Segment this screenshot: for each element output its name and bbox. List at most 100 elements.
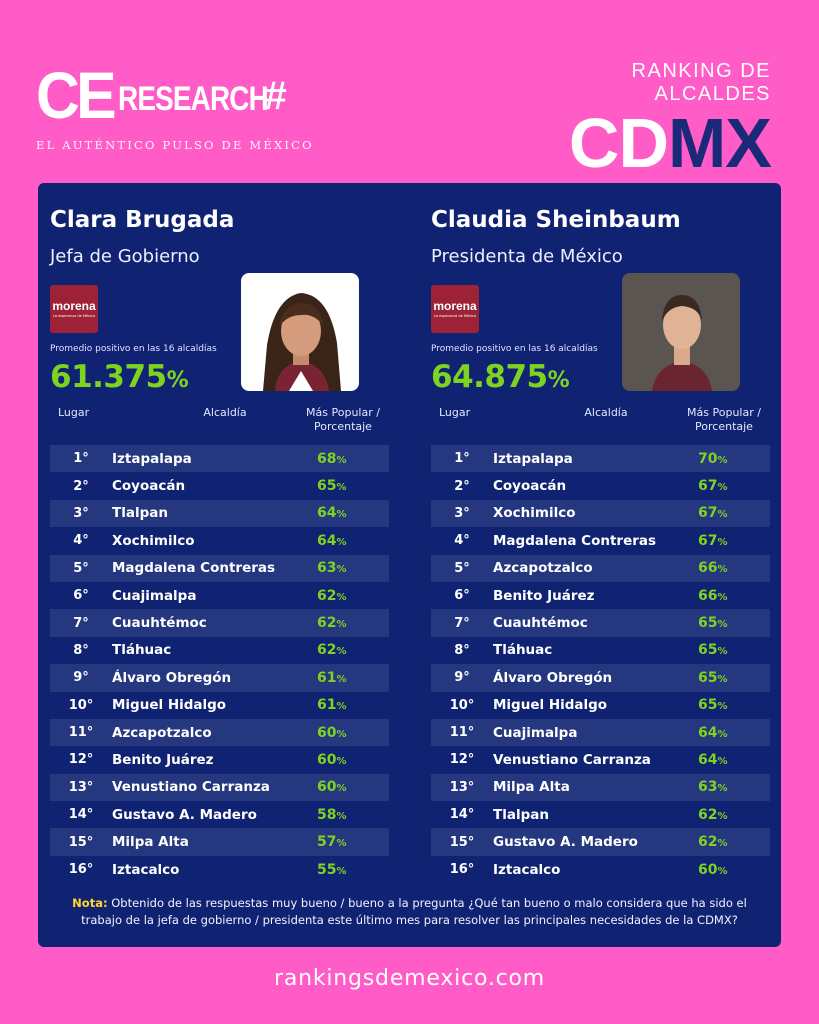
average-number: 61.375 — [50, 359, 167, 395]
table-row: 12° Venustiano Carranza 64% — [431, 746, 770, 773]
table-row: 13° Venustiano Carranza 60% — [50, 773, 389, 802]
row-alcaldia: Iztapalapa — [493, 450, 573, 467]
row-place: 1° — [73, 451, 89, 467]
row-place: 7° — [73, 615, 89, 631]
ranking-panel: Clara Brugada Jefa de Gobierno morena La… — [38, 183, 781, 947]
ranking-title: CDMX — [511, 108, 772, 178]
row-percentage: 61% — [317, 669, 347, 686]
row-percent-sign: % — [717, 536, 728, 548]
brand-wordmark: CE RESEARCH # — [36, 58, 287, 132]
row-percent-sign: % — [336, 646, 347, 658]
row-alcaldia: Tlalpan — [493, 806, 549, 823]
header-popular: Más Popular / Porcentaje — [306, 406, 380, 433]
row-place: 6° — [454, 588, 470, 604]
table-row: 2° Coyoacán 65% — [50, 472, 389, 499]
row-place: 2° — [73, 478, 89, 494]
row-percentage: 62% — [698, 834, 728, 851]
row-alcaldia: Iztacalco — [112, 861, 180, 878]
row-alcaldia: Benito Juárez — [493, 587, 595, 604]
table-row: 11° Cuajimalpa 64% — [431, 718, 770, 747]
table-row: 9° Álvaro Obregón 61% — [50, 664, 389, 692]
row-alcaldia: Azcapotzalco — [493, 560, 593, 577]
row-place: 2° — [454, 478, 470, 494]
row-alcaldia: Milpa Alta — [112, 834, 189, 851]
ranking-title-mx: MX — [668, 104, 772, 182]
row-place: 4° — [454, 533, 470, 549]
table-row: 4° Magdalena Contreras 67% — [431, 527, 770, 554]
row-percentage: 66% — [698, 587, 728, 604]
row-percentage: 63% — [317, 560, 347, 577]
row-percent-sign: % — [336, 454, 347, 466]
party-slogan: La esperanza de México — [433, 314, 477, 318]
row-percentage: 55% — [317, 861, 347, 878]
row-percentage: 67% — [698, 478, 728, 495]
table-row: 14° Gustavo A. Madero 58% — [50, 801, 389, 828]
row-percentage: 61% — [317, 697, 347, 714]
table-row: 8° Tláhuac 65% — [431, 637, 770, 664]
row-percent-sign: % — [336, 865, 347, 877]
row-percentage: 70% — [698, 450, 728, 467]
row-percent-sign: % — [717, 701, 728, 713]
row-alcaldia: Iztapalapa — [112, 450, 192, 467]
row-percent-sign: % — [717, 591, 728, 603]
header-lugar: Lugar — [58, 406, 90, 419]
table-row: 16° Iztacalco 60% — [431, 856, 770, 883]
row-place: 5° — [454, 560, 470, 576]
ranking-subtitle: RANKING DE ALCALDES — [631, 60, 771, 105]
footer-url[interactable]: rankingsdemexico.com — [273, 966, 546, 991]
table-row: 4° Xochimilco 64% — [50, 527, 389, 554]
ranking-table: 1° Iztapalapa 68% 2° Coyoacán 65% 3° Tlalpan 64%… — [50, 445, 389, 883]
average-value: 61.375% — [50, 359, 189, 395]
row-place: 11° — [449, 725, 475, 741]
party-logo: morena La esperanza de México — [431, 285, 479, 333]
candidate-role: Presidenta de México — [431, 246, 623, 267]
row-percent-sign: % — [336, 509, 347, 521]
row-place: 4° — [73, 533, 89, 549]
average-percent-sign: % — [166, 368, 189, 393]
party-name: morena — [433, 299, 477, 313]
footnote-text: Obtenido de las respuestas muy bueno / b… — [81, 896, 747, 927]
footnote: Nota: Obtenido de las respuestas muy bue… — [62, 895, 757, 928]
row-percentage: 66% — [698, 560, 728, 577]
party-logo: morena La esperanza de México — [50, 285, 98, 333]
brand-research: RESEARCH — [117, 80, 269, 118]
row-percentage: 65% — [698, 697, 728, 714]
row-percent-sign: % — [717, 728, 728, 740]
row-percent-sign: % — [717, 482, 728, 494]
row-percentage: 65% — [698, 669, 728, 686]
table-row: 2° Coyoacán 67% — [431, 472, 770, 499]
row-percentage: 60% — [317, 751, 347, 768]
row-alcaldia: Coyoacán — [112, 478, 186, 495]
row-percentage: 64% — [317, 505, 347, 522]
table-row: 16° Iztacalco 55% — [50, 856, 389, 883]
row-alcaldia: Gustavo A. Madero — [493, 834, 638, 851]
row-place: 14° — [449, 807, 475, 823]
row-place: 14° — [68, 807, 94, 823]
party-name: morena — [52, 299, 96, 313]
candidate-photo — [622, 273, 740, 391]
table-row: 7° Cuauhtémoc 62% — [50, 609, 389, 637]
row-place: 9° — [454, 670, 470, 686]
row-percent-sign: % — [336, 673, 347, 685]
row-place: 3° — [73, 505, 89, 521]
row-place: 8° — [454, 642, 470, 658]
average-label: Promedio positivo en las 16 alcaldías — [50, 344, 217, 354]
candidate-name: Claudia Sheinbaum — [431, 207, 681, 233]
row-percentage: 67% — [698, 505, 728, 522]
row-percent-sign: % — [717, 865, 728, 877]
table-row: 7° Cuauhtémoc 65% — [431, 609, 770, 637]
row-percentage: 62% — [317, 587, 347, 604]
table-row: 9° Álvaro Obregón 65% — [431, 664, 770, 692]
row-place: 13° — [68, 779, 94, 795]
portrait-icon — [652, 295, 712, 391]
row-percent-sign: % — [336, 838, 347, 850]
row-alcaldia: Benito Juárez — [112, 751, 214, 768]
table-row: 14° Tlalpan 62% — [431, 801, 770, 828]
table-row: 6° Cuajimalpa 62% — [50, 582, 389, 609]
brand-hash: # — [264, 74, 287, 118]
row-alcaldia: Iztacalco — [493, 861, 561, 878]
row-alcaldia: Cuauhtémoc — [112, 615, 207, 632]
brand-ce: CE — [36, 58, 117, 132]
row-place: 10° — [449, 697, 475, 713]
row-percent-sign: % — [336, 783, 347, 795]
